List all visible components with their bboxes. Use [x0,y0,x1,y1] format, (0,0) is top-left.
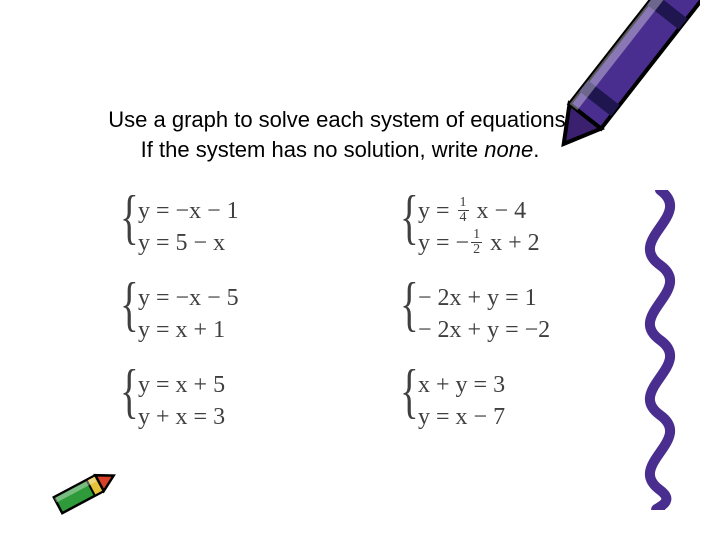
fraction-num: 1 [471,228,482,243]
equation: y = 14 x − 4 [418,195,660,227]
system-2: { y = −x − 5 y = x + 1 [120,282,400,347]
heading-line-2-before: If the system has no solution, write [141,137,485,162]
fraction-den: 2 [471,243,482,257]
equation: − 2x + y = −2 [418,314,660,346]
squiggle-icon [625,190,695,510]
crayon-icon [540,0,700,170]
equations-left-column: { y = −x − 1 y = 5 − x { y = −x − 5 y = … [120,195,400,455]
brace-icon: { [120,274,139,334]
equation: y + x = 3 [138,401,400,433]
fraction: 12 [471,228,482,257]
brace-icon: { [120,361,139,421]
heading-line-2-italic: none [484,137,533,162]
system-5: { − 2x + y = 1 − 2x + y = −2 [400,282,660,347]
heading-line-2: If the system has no solution, write non… [141,137,540,162]
equation: y = −12 x + 2 [418,227,660,259]
equation: − 2x + y = 1 [418,282,660,314]
fraction-num: 1 [458,196,469,211]
eq-part: y = − [418,230,469,256]
equation: y = 5 − x [138,227,400,259]
system-1: { y = −x − 1 y = 5 − x [120,195,400,260]
equation: y = x + 1 [138,314,400,346]
brace-icon: { [400,187,419,247]
system-6: { x + y = 3 y = x − 7 [400,369,660,434]
fraction: 14 [458,196,469,225]
equation: y = x + 5 [138,369,400,401]
fraction-den: 4 [458,211,469,225]
equations-area: { y = −x − 1 y = 5 − x { y = −x − 5 y = … [120,195,660,455]
eq-part: x − 4 [471,198,527,224]
eq-part: y = [418,198,456,224]
crayon-small-icon [50,462,120,522]
instruction-heading: Use a graph to solve each system of equa… [60,105,620,164]
brace-icon: { [400,361,419,421]
eq-part: x + 2 [484,230,540,256]
brace-icon: { [400,274,419,334]
equation: y = −x − 1 [138,195,400,227]
equation: x + y = 3 [418,369,660,401]
heading-line-2-after: . [533,137,539,162]
brace-icon: { [120,187,139,247]
heading-line-1: Use a graph to solve each system of equa… [108,107,571,132]
equation: y = x − 7 [418,401,660,433]
system-4: { y = 14 x − 4 y = −12 x + 2 [400,195,660,260]
equations-right-column: { y = 14 x − 4 y = −12 x + 2 { − 2x + y … [400,195,660,455]
system-3: { y = x + 5 y + x = 3 [120,369,400,434]
squiggle-path [650,190,670,510]
equation: y = −x − 5 [138,282,400,314]
